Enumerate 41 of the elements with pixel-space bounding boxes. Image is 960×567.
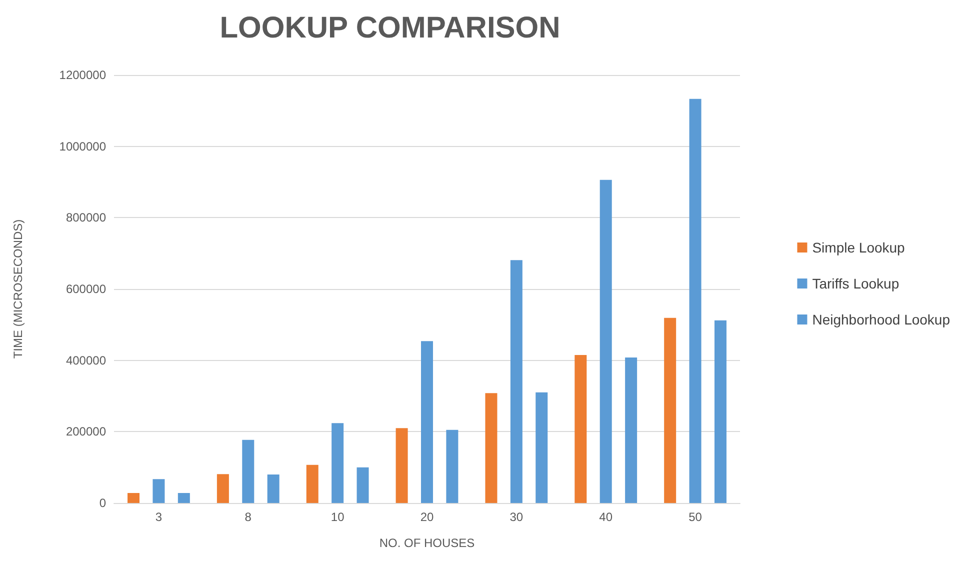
bar	[267, 474, 280, 503]
x-axis-title: NO. OF HOUSES	[379, 536, 475, 550]
bar	[689, 98, 702, 503]
x-tick-label: 20	[420, 510, 434, 524]
bar	[356, 467, 369, 503]
bar	[446, 430, 458, 503]
y-tick-label: 1200000	[59, 68, 106, 82]
legend-label: Simple Lookup	[812, 240, 906, 256]
y-tick-label: 400000	[66, 353, 106, 368]
bar	[664, 318, 676, 503]
bar	[152, 479, 165, 503]
x-tick-label: 40	[599, 510, 613, 524]
bar	[216, 474, 229, 503]
y-tick-label: 800000	[66, 210, 106, 225]
y-tick-label: 600000	[66, 282, 106, 296]
bar	[396, 428, 408, 503]
bar	[536, 392, 548, 503]
legend-label: Neighborhood Lookup	[812, 312, 950, 328]
bar	[600, 180, 612, 503]
legend-label: Tariffs Lookup	[812, 276, 900, 292]
bar	[625, 357, 638, 503]
x-tick-label: 10	[330, 510, 345, 524]
x-tick-label: 30	[510, 510, 524, 524]
x-tick-label: 8	[244, 510, 252, 524]
bar	[178, 493, 190, 503]
x-tick-label: 3	[155, 510, 162, 524]
y-tick-label: 0	[99, 496, 106, 510]
bar	[574, 354, 587, 503]
chart-title: LOOKUP COMPARISON	[220, 12, 560, 44]
bar	[128, 493, 140, 503]
bar	[242, 440, 254, 503]
bar	[510, 260, 522, 503]
bar	[332, 423, 344, 503]
bar	[421, 341, 433, 503]
y-tick-label: 1000000	[59, 139, 106, 154]
bar	[485, 393, 498, 503]
bar	[306, 464, 318, 503]
y-axis-title: TIME (MICROSECONDS)	[11, 219, 25, 359]
y-tick-label: 200000	[66, 424, 106, 439]
bar	[714, 320, 726, 503]
x-tick-label: 50	[688, 510, 702, 524]
